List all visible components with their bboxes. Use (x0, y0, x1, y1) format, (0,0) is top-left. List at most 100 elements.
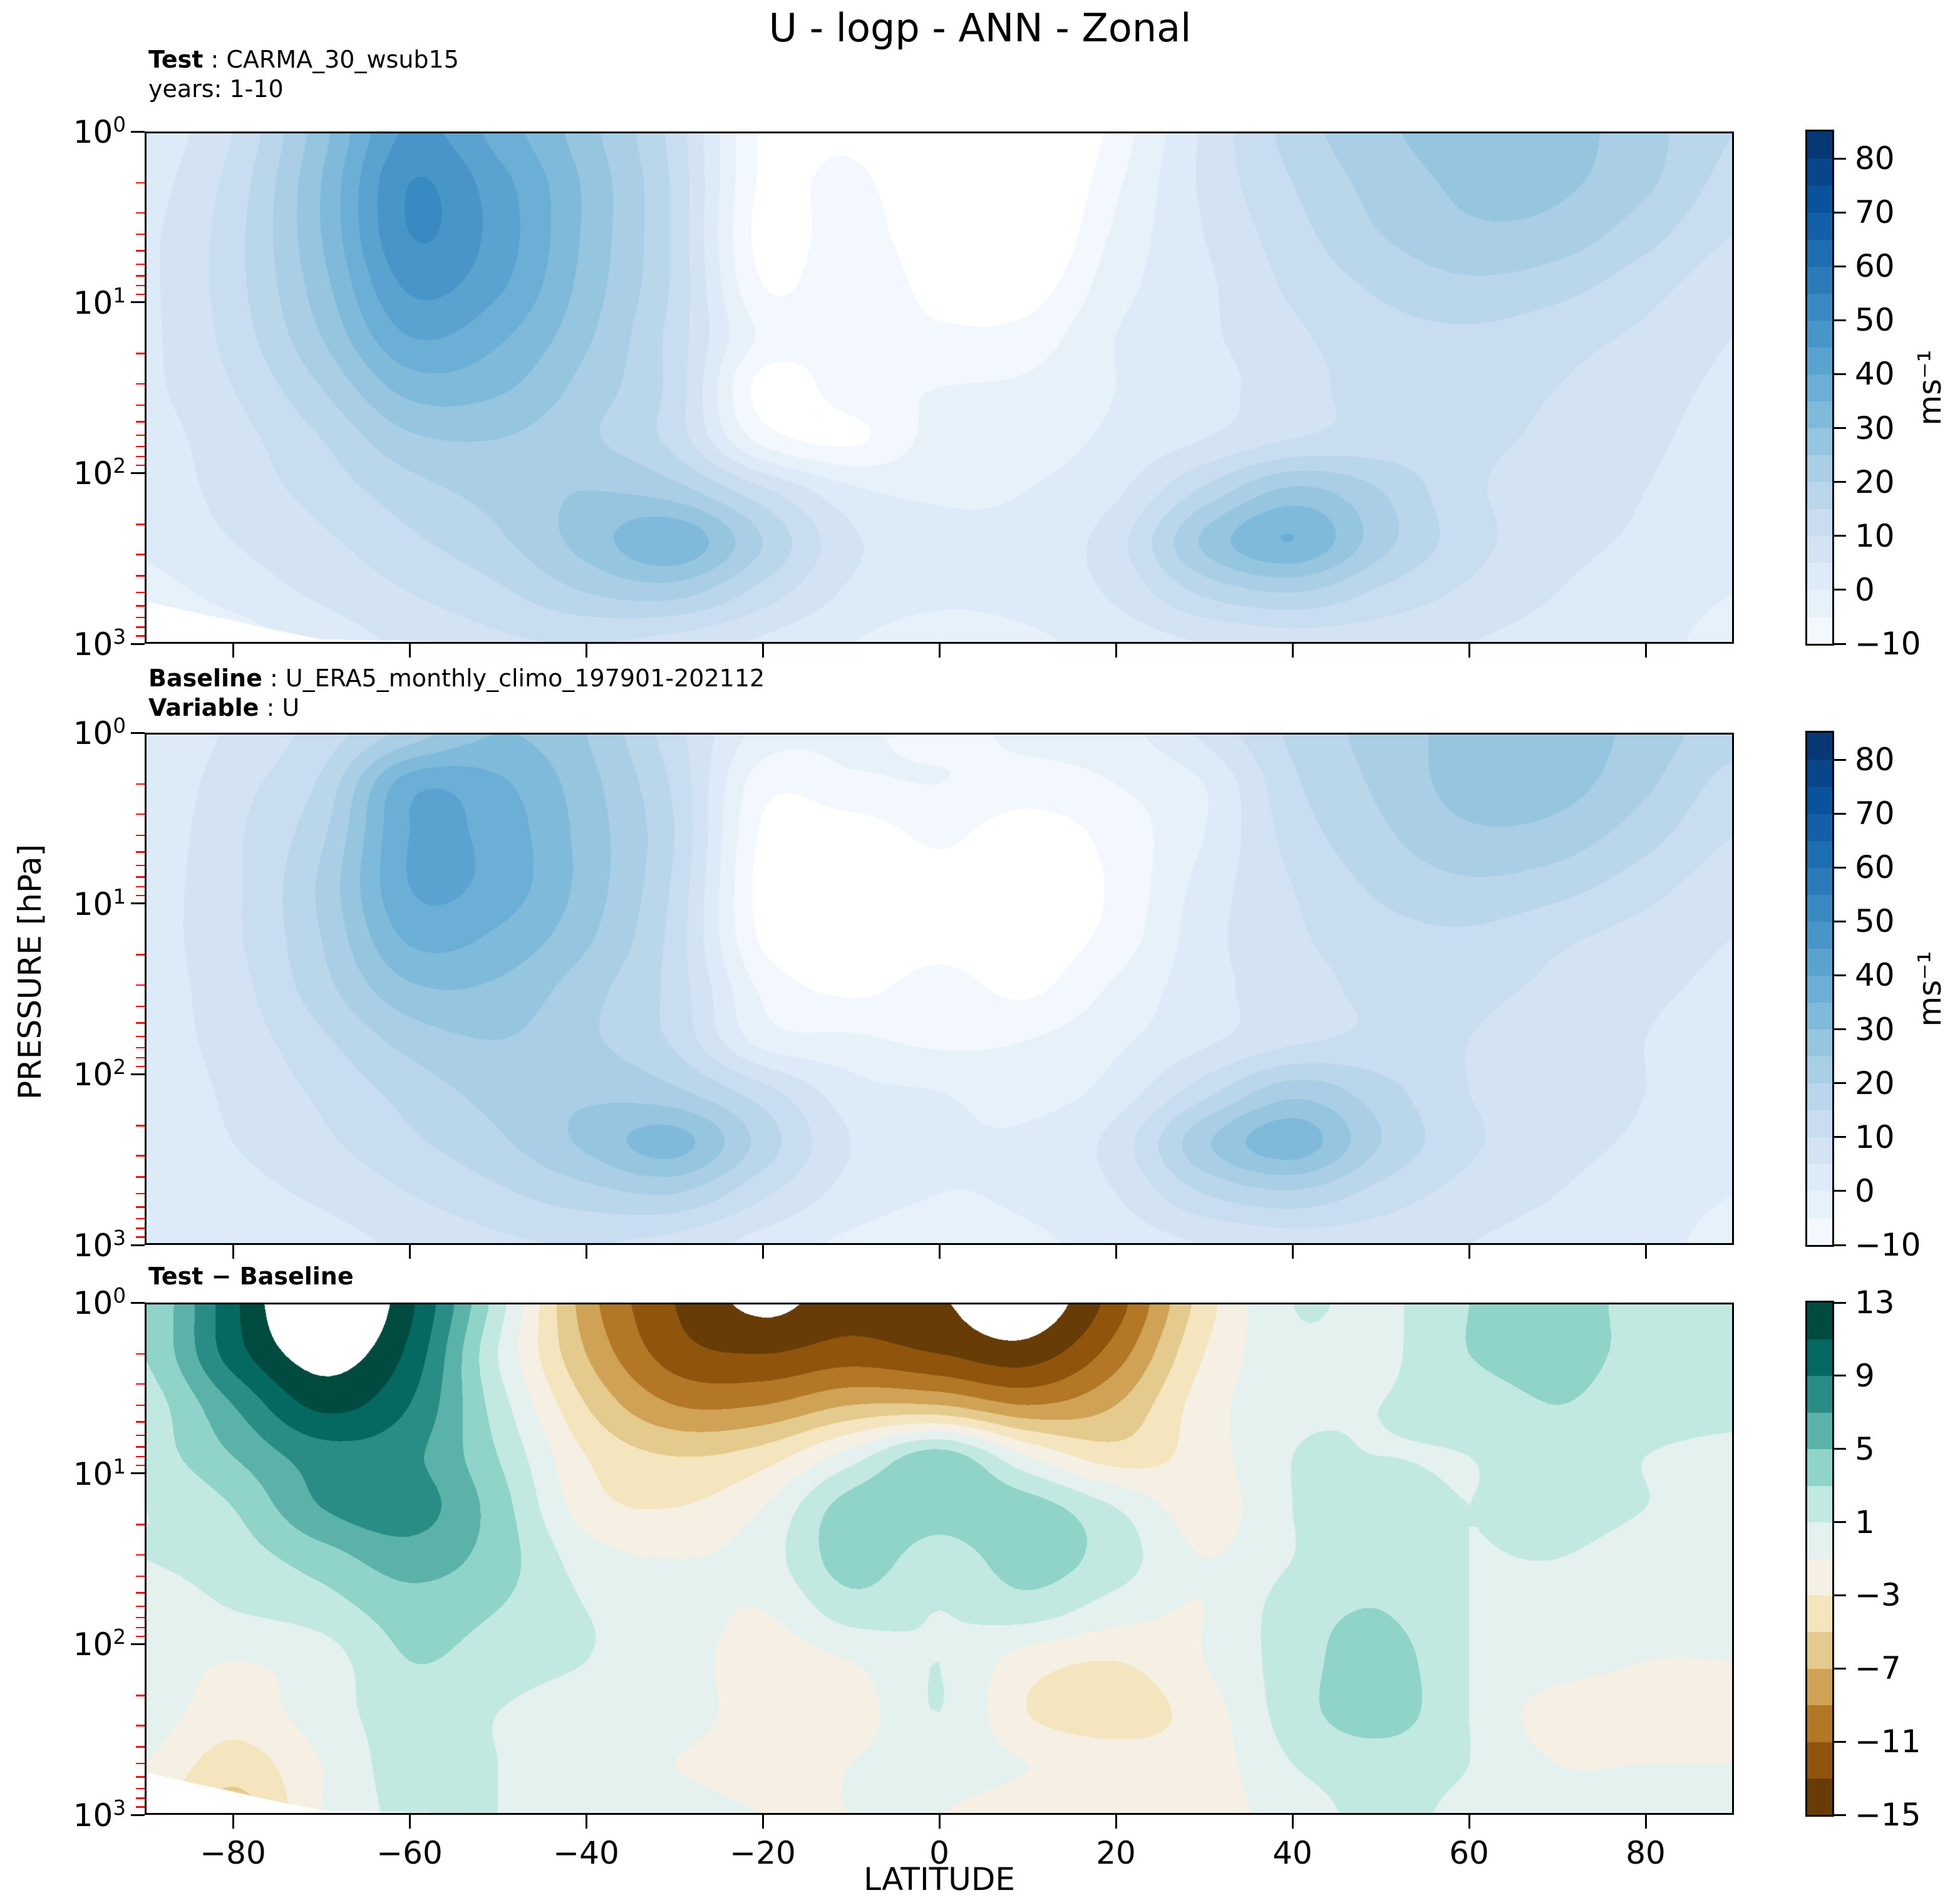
y-minor-tick (136, 1464, 145, 1467)
y-minor-tick (136, 1725, 145, 1727)
colorbar-tick-label: 40 (1855, 957, 1895, 994)
y-minor-tick (136, 635, 145, 637)
x-tick (408, 1245, 411, 1259)
y-major-tick (131, 1814, 145, 1816)
y-major-tick (131, 1244, 145, 1246)
colorbar-band (1807, 813, 1832, 841)
colorbar-tick (1832, 1082, 1846, 1085)
y-major-tick (131, 1301, 145, 1304)
colorbar-tick (1832, 1028, 1846, 1031)
y-minor-tick (136, 275, 145, 277)
y-minor-tick (136, 1404, 145, 1407)
y-tick-label: 100 (73, 1284, 126, 1321)
y-major-tick (131, 643, 145, 645)
colorbar-band (1807, 1485, 1832, 1522)
x-tick (232, 1815, 234, 1829)
colorbar-tick (1832, 589, 1846, 591)
colorbar-band (1807, 1339, 1832, 1376)
x-tick-label: −40 (553, 1835, 619, 1871)
colorbar-tick (1832, 866, 1846, 869)
colorbar-band (1807, 1002, 1832, 1030)
y-minor-tick (136, 284, 145, 287)
y-minor-tick (136, 421, 145, 423)
colorbar-tick-label: 1 (1855, 1504, 1875, 1541)
colorbar-tick (1832, 1190, 1846, 1192)
colorbar-band (1807, 867, 1832, 895)
header-line: Test − Baseline (148, 1262, 354, 1290)
y-minor-tick (136, 1616, 145, 1619)
colorbar-tick-label: −10 (1855, 626, 1921, 662)
colorbar-unit-label: ms⁻¹ (1912, 951, 1948, 1027)
x-tick-label: 80 (1626, 1835, 1666, 1871)
x-tick (1115, 1815, 1117, 1829)
colorbar-tick-label: 50 (1855, 302, 1895, 339)
y-minor-tick (136, 575, 145, 577)
x-tick (1291, 1815, 1294, 1829)
y-minor-tick (136, 1227, 145, 1229)
y-minor-tick (136, 1125, 145, 1127)
colorbar-difference (1805, 1301, 1834, 1817)
colorbar-tick-label: 70 (1855, 795, 1895, 832)
x-tick (1468, 644, 1470, 658)
colorbar-tick-label: 80 (1855, 140, 1895, 177)
header-difference: Test − Baseline (148, 1262, 354, 1291)
x-tick (1291, 644, 1294, 658)
y-minor-tick (136, 250, 145, 252)
colorbar-tick (1832, 812, 1846, 815)
colorbar-band (1807, 1705, 1832, 1742)
x-tick (1115, 644, 1117, 658)
colorbar-test (1805, 130, 1834, 646)
y-minor-tick (136, 1635, 145, 1638)
colorbar-tick-label: 5 (1855, 1430, 1875, 1467)
x-tick-label: 20 (1096, 1835, 1136, 1871)
colorbar-band (1807, 1375, 1832, 1413)
colorbar-tick-label: 40 (1855, 356, 1895, 393)
colorbar-band (1807, 374, 1832, 401)
colorbar-tick (1832, 427, 1846, 430)
x-tick (761, 1245, 764, 1259)
x-tick (761, 1815, 764, 1829)
y-minor-tick (136, 1383, 145, 1385)
colorbar-tick (1832, 1136, 1846, 1138)
colorbar-tick (1832, 373, 1846, 375)
y-minor-tick (136, 212, 145, 214)
colorbar-tick (1832, 481, 1846, 483)
x-tick (232, 1245, 234, 1259)
x-tick-label: 0 (929, 1835, 949, 1871)
contour-canvas-test (145, 132, 1734, 644)
x-tick (1115, 1245, 1117, 1259)
header-line: years: 1-10 (148, 75, 284, 103)
y-minor-tick (136, 616, 145, 618)
y-minor-tick (136, 1005, 145, 1008)
y-major-tick (131, 130, 145, 133)
y-tick-label: 102 (73, 454, 126, 492)
y-tick-label: 103 (73, 1796, 126, 1834)
y-minor-tick (136, 464, 145, 467)
header-line: Variable : U (148, 694, 300, 721)
y-major-tick (131, 731, 145, 734)
colorbar-tick (1832, 1667, 1846, 1670)
y-minor-tick (136, 1455, 145, 1458)
colorbar-tick (1832, 265, 1846, 267)
colorbar-band (1807, 1668, 1832, 1706)
y-minor-tick (136, 1192, 145, 1195)
colorbar-tick-label: −3 (1855, 1577, 1901, 1614)
contour-canvas-difference (145, 1303, 1734, 1815)
colorbar-tick (1832, 1244, 1846, 1246)
colorbar-band (1807, 1742, 1832, 1779)
colorbar-tick (1832, 1448, 1846, 1450)
colorbar-band (1807, 347, 1832, 374)
y-minor-tick (136, 1776, 145, 1778)
colorbar-tick (1832, 1521, 1846, 1524)
colorbar-tick (1832, 319, 1846, 321)
y-minor-tick (136, 851, 145, 853)
colorbar-tick-label: 60 (1855, 849, 1895, 886)
colorbar-tick (1832, 535, 1846, 537)
y-tick-label: 101 (73, 1454, 126, 1492)
colorbar-band (1807, 1056, 1832, 1084)
y-major-tick (131, 1073, 145, 1075)
colorbar-tick (1832, 643, 1846, 645)
x-tick-label: 60 (1449, 1835, 1489, 1871)
colorbar-tick (1832, 211, 1846, 214)
colorbar-tick (1832, 1814, 1846, 1816)
